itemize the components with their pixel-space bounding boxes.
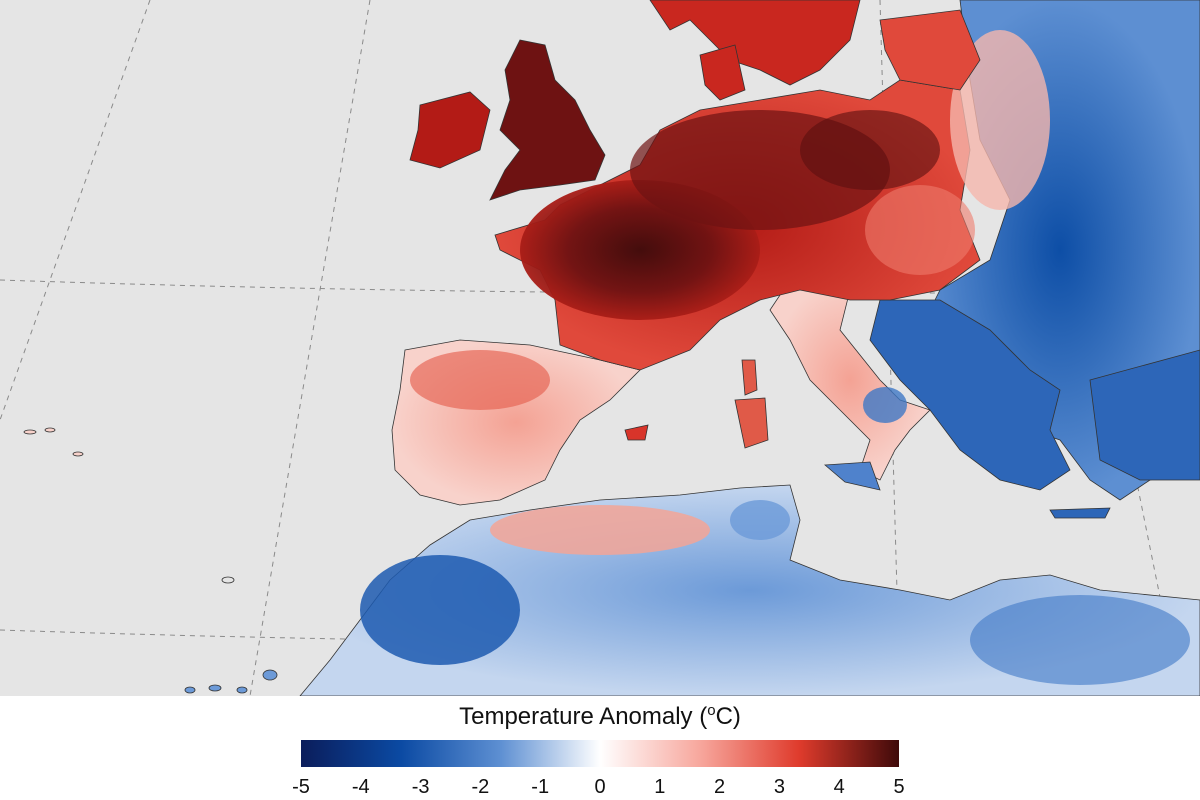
ireland-island bbox=[409, 91, 491, 169]
denmark-region bbox=[699, 44, 746, 101]
italy-region bbox=[769, 279, 931, 481]
colorbar-tick-label: 2 bbox=[714, 776, 726, 798]
balearic-islands bbox=[624, 424, 649, 441]
colorbar-tick-label: -3 bbox=[411, 776, 430, 798]
baltic-region bbox=[879, 9, 981, 91]
great-britain-island bbox=[489, 39, 606, 201]
balkans-region bbox=[869, 299, 1071, 491]
colorbar-tick-label: -2 bbox=[471, 776, 490, 798]
legend-title-text: Temperature Anomaly ( bbox=[459, 703, 708, 730]
sicily-island bbox=[823, 461, 881, 491]
legend-title-sup: o bbox=[707, 702, 716, 719]
colorbar-tick-label: 3 bbox=[773, 776, 785, 798]
corsica-island bbox=[741, 359, 758, 396]
colorbar-tick-label: -4 bbox=[351, 776, 370, 798]
legend-title-tail: C) bbox=[715, 703, 741, 730]
colorbar-tick-label: 4 bbox=[833, 776, 845, 798]
colorbar-tick-label: 5 bbox=[893, 776, 905, 798]
turkey-region bbox=[1089, 349, 1200, 481]
atlantic-islands bbox=[184, 576, 278, 694]
sardinia-island bbox=[734, 397, 769, 449]
legend: Temperature Anomaly (oC) -5 -4 -3 -2 -1 0 1 2 3 4… bbox=[0, 696, 1200, 800]
colorbar-tick-label: 1 bbox=[654, 776, 666, 798]
anomaly-map bbox=[0, 0, 1200, 696]
scandinavia-region bbox=[649, 0, 861, 86]
crete-island bbox=[1049, 507, 1111, 519]
colorbar-tick-label: 0 bbox=[594, 776, 606, 798]
colorbar-tick-label: -1 bbox=[531, 776, 550, 798]
colorbar-tick-label: -5 bbox=[292, 776, 310, 798]
map-graphic bbox=[0, 0, 1200, 696]
legend-title: Temperature Anomaly (oC) bbox=[0, 702, 1200, 731]
azores-islands bbox=[23, 427, 84, 457]
colorbar bbox=[301, 740, 899, 767]
